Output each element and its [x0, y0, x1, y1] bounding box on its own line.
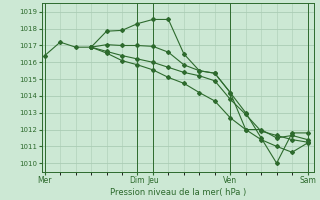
- X-axis label: Pression niveau de la mer( hPa ): Pression niveau de la mer( hPa ): [109, 188, 246, 197]
